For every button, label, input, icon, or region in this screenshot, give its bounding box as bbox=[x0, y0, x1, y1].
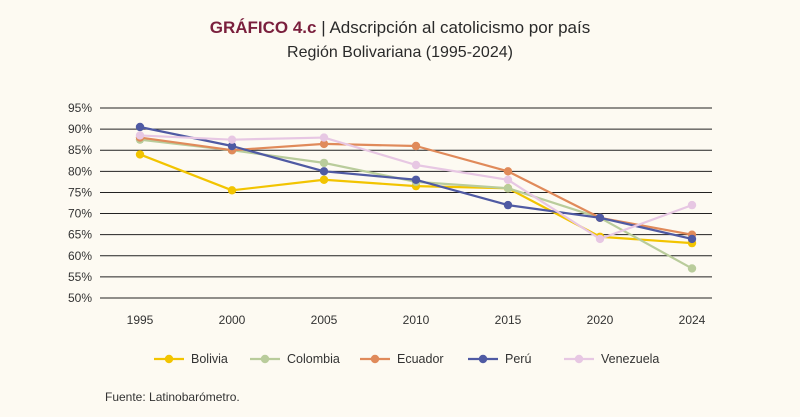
data-point-venezuela bbox=[411, 160, 421, 170]
data-point-ecuador bbox=[319, 139, 329, 149]
series-line-colombia bbox=[139, 138, 693, 270]
data-point-bolivia bbox=[227, 186, 237, 195]
x-tick-label: 2000 bbox=[219, 313, 246, 327]
x-tick-label: 2024 bbox=[679, 313, 706, 327]
y-tick-label: 80% bbox=[68, 164, 92, 178]
data-point-ecuador bbox=[503, 167, 513, 176]
data-point-perú bbox=[595, 213, 605, 222]
chart-subtitle: Región Bolivariana (1995-2024) bbox=[287, 44, 513, 61]
y-tick-label: 60% bbox=[68, 249, 92, 263]
data-point-colombia bbox=[319, 158, 329, 168]
data-point-venezuela bbox=[687, 200, 697, 210]
chart-title-label: GRÁFICO 4.c bbox=[209, 18, 317, 37]
y-tick-label: 50% bbox=[68, 291, 92, 305]
x-tick-label: 1995 bbox=[127, 313, 154, 327]
data-point-ecuador bbox=[411, 141, 421, 151]
data-point-perú bbox=[319, 167, 329, 176]
y-tick-label: 85% bbox=[68, 143, 92, 157]
data-point-colombia bbox=[687, 264, 697, 273]
y-tick-label: 70% bbox=[68, 207, 92, 221]
data-point-venezuela bbox=[135, 131, 145, 140]
x-tick-label: 2020 bbox=[587, 313, 614, 327]
data-point-colombia bbox=[503, 184, 513, 193]
y-tick-label: 55% bbox=[68, 270, 92, 284]
data-point-bolivia bbox=[135, 150, 145, 159]
data-point-perú bbox=[135, 122, 145, 132]
legend-swatch-marker bbox=[164, 354, 174, 364]
legend-swatch-marker bbox=[260, 354, 270, 364]
legend-swatch-marker bbox=[574, 354, 584, 364]
data-point-bolivia bbox=[319, 175, 329, 184]
legend-label: Perú bbox=[505, 352, 531, 366]
legend-label: Bolivia bbox=[191, 352, 228, 366]
x-tick-label: 2005 bbox=[311, 313, 338, 327]
y-tick-label: 75% bbox=[68, 185, 92, 199]
y-tick-label: 95% bbox=[68, 101, 92, 115]
data-point-venezuela bbox=[227, 135, 237, 144]
legend-swatch-marker bbox=[370, 354, 380, 364]
chart-title: Adscripción al catolicismo por país bbox=[329, 18, 591, 37]
data-point-venezuela bbox=[503, 175, 513, 184]
y-tick-label: 65% bbox=[68, 228, 92, 242]
x-tick-label: 2015 bbox=[495, 313, 522, 327]
chart-title-line: GRÁFICO 4.c | Adscripción al catolicismo… bbox=[0, 18, 800, 38]
legend-label: Venezuela bbox=[601, 352, 659, 366]
chart-title-separator: | bbox=[321, 18, 326, 37]
data-point-venezuela bbox=[319, 133, 329, 142]
source-note: Fuente: Latinobarómetro. bbox=[105, 390, 240, 404]
x-tick-label: 2010 bbox=[403, 313, 430, 327]
legend-swatch-marker bbox=[478, 354, 488, 364]
legend-label: Colombia bbox=[287, 352, 340, 366]
data-point-perú bbox=[411, 175, 421, 184]
data-point-perú bbox=[687, 234, 697, 244]
data-point-perú bbox=[503, 200, 513, 210]
legend-label: Ecuador bbox=[397, 352, 444, 366]
data-point-venezuela bbox=[595, 234, 605, 244]
y-tick-label: 90% bbox=[68, 122, 92, 136]
data-point-perú bbox=[227, 141, 237, 151]
